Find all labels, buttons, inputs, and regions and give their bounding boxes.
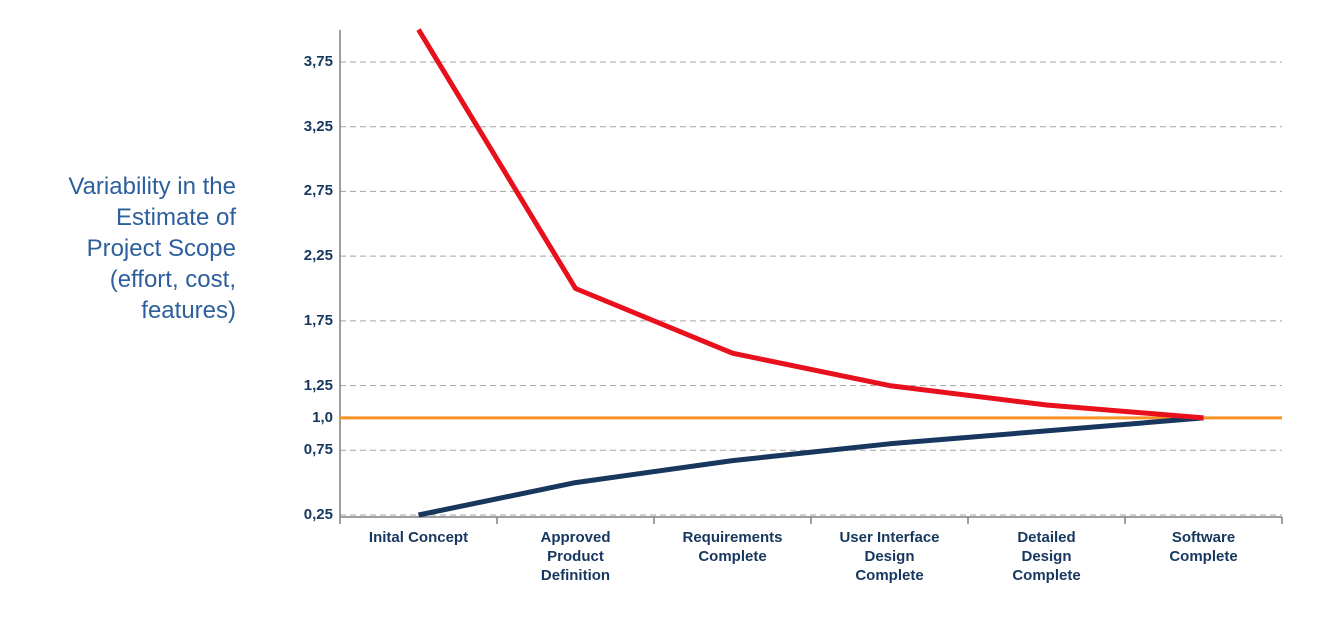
x-category-label: Software Complete — [1169, 529, 1238, 565]
y-axis-title-line: (effort, cost, — [109, 266, 236, 293]
y-axis-title-line: features) — [141, 297, 236, 324]
y-tick-label: 3,25 — [303, 117, 333, 135]
y-tick-label: 2,75 — [303, 182, 333, 200]
y-tick-label: 0,25 — [303, 506, 333, 523]
series-line-lower-estimate — [417, 415, 1204, 518]
y-tick-label: 2,25 — [303, 247, 333, 265]
y-tick-label: 1,25 — [303, 376, 333, 394]
y-tick-label: 1,75 — [303, 311, 333, 329]
x-category-label: Inital Concept — [368, 529, 469, 546]
y-axis-title: Variability in the Estimate of Project S… — [8, 171, 236, 326]
x-category-label: Detailed Design Complete — [1012, 529, 1081, 584]
series-line-upper-estimate — [416, 28, 1204, 421]
y-tick-label: 0,75 — [303, 441, 333, 459]
y-axis-title-line: Variability in the — [68, 173, 236, 200]
y-tick-label: 3,75 — [303, 52, 333, 70]
x-category-label: Requirements Complete — [682, 529, 783, 565]
y-axis-title-line: Estimate of — [115, 204, 236, 231]
x-category-label: Approved Product Definition — [540, 529, 611, 584]
x-category-label: User Interface Design Complete — [839, 529, 940, 584]
y-tick-label: 1,0 — [312, 408, 333, 426]
y-axis-title-line: Project Scope — [86, 235, 236, 262]
